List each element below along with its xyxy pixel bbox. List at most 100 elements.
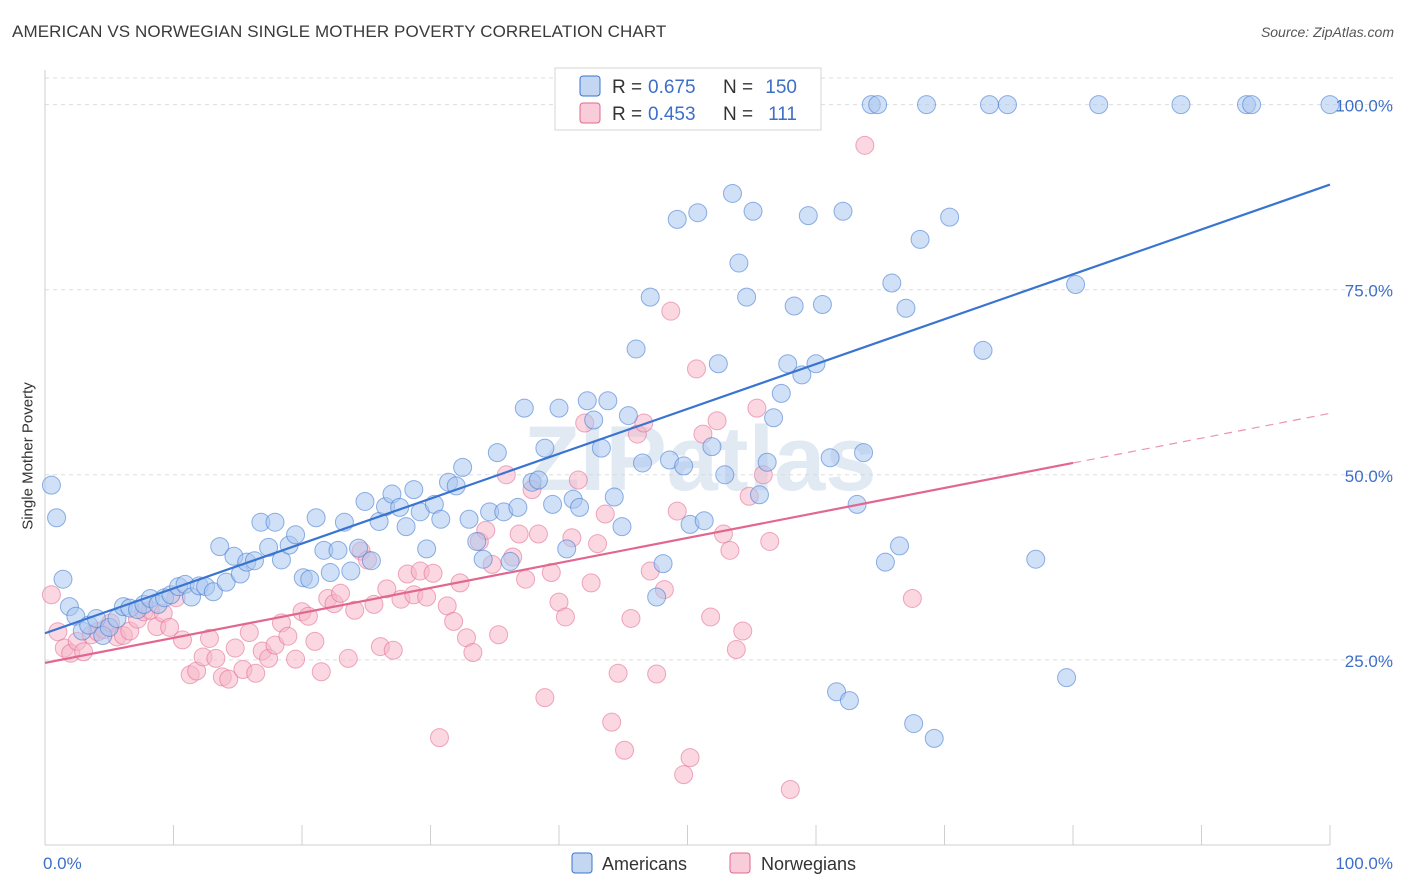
americans-point-105[interactable] — [764, 408, 784, 428]
americans-point-123[interactable] — [890, 536, 910, 556]
americans-point-26[interactable] — [216, 572, 236, 592]
norwegians-point-51[interactable] — [377, 579, 397, 599]
norwegians-point-46[interactable] — [345, 600, 365, 620]
americans-point-41[interactable] — [320, 563, 340, 583]
norwegians-point-37[interactable] — [286, 649, 306, 669]
americans-point-71[interactable] — [528, 470, 548, 490]
norwegians-point-101[interactable] — [707, 411, 727, 431]
americans-point-84[interactable] — [618, 406, 638, 426]
americans-point-42[interactable] — [328, 540, 348, 560]
americans-point-104[interactable] — [757, 452, 777, 472]
americans-point-62[interactable] — [467, 531, 487, 551]
americans-point-78[interactable] — [577, 391, 597, 411]
norwegians-point-75[interactable] — [535, 688, 555, 708]
norwegians-point-74[interactable] — [528, 524, 548, 544]
norwegians-point-98[interactable] — [686, 359, 706, 379]
americans-point-83[interactable] — [612, 517, 632, 537]
americans-point-99[interactable] — [722, 183, 742, 203]
norwegians-point-85[interactable] — [602, 712, 622, 732]
norwegians-point-102[interactable] — [713, 524, 733, 544]
americans-point-86[interactable] — [633, 453, 653, 473]
norwegians-point-64[interactable] — [463, 643, 483, 662]
americans-point-36[interactable] — [286, 525, 306, 545]
norwegians-point-30[interactable] — [239, 623, 259, 643]
americans-point-98[interactable] — [715, 465, 735, 485]
americans-point-120[interactable] — [868, 95, 888, 115]
norwegians-point-28[interactable] — [225, 638, 245, 658]
americans-point-60[interactable] — [453, 457, 473, 477]
norwegians-point-96[interactable] — [674, 765, 694, 785]
americans-point-0[interactable] — [41, 475, 61, 495]
americans-point-77[interactable] — [570, 497, 590, 517]
norwegians-point-103[interactable] — [720, 540, 740, 560]
americans-point-68[interactable] — [508, 497, 528, 517]
americans-point-106[interactable] — [771, 383, 791, 403]
americans-point-96[interactable] — [702, 437, 722, 457]
americans-point-89[interactable] — [653, 554, 673, 574]
americans-point-61[interactable] — [459, 509, 479, 529]
norwegians-point-18[interactable] — [160, 617, 180, 637]
americans-point-127[interactable] — [917, 95, 937, 115]
americans-point-85[interactable] — [626, 339, 646, 359]
americans-point-57[interactable] — [431, 509, 451, 529]
americans-point-52[interactable] — [396, 517, 416, 537]
americans-point-126[interactable] — [910, 229, 930, 249]
americans-point-32[interactable] — [259, 537, 279, 557]
americans-point-128[interactable] — [924, 728, 944, 748]
americans-point-133[interactable] — [1026, 549, 1046, 569]
americans-point-2[interactable] — [53, 569, 73, 589]
norwegians-point-88[interactable] — [621, 608, 641, 628]
norwegians-point-68[interactable] — [489, 625, 509, 645]
americans-point-46[interactable] — [355, 491, 375, 511]
americans-point-44[interactable] — [341, 561, 361, 581]
americans-point-95[interactable] — [694, 511, 714, 531]
americans-point-115[interactable] — [833, 201, 853, 221]
americans-point-88[interactable] — [647, 587, 667, 607]
norwegians-point-24[interactable] — [199, 628, 219, 648]
americans-point-134[interactable] — [1057, 668, 1077, 688]
norwegians-point-112[interactable] — [902, 588, 922, 608]
norwegians-point-36[interactable] — [278, 626, 298, 646]
americans-point-75[interactable] — [557, 539, 577, 559]
norwegians-point-41[interactable] — [311, 662, 331, 682]
americans-point-108[interactable] — [784, 296, 804, 316]
americans-point-102[interactable] — [743, 201, 763, 221]
americans-point-110[interactable] — [798, 206, 818, 226]
americans-point-118[interactable] — [854, 443, 874, 463]
americans-point-24[interactable] — [203, 582, 223, 602]
americans-point-139[interactable] — [1242, 95, 1262, 115]
americans-point-116[interactable] — [839, 691, 859, 711]
americans-point-33[interactable] — [265, 512, 285, 532]
norwegians-point-59[interactable] — [429, 728, 449, 748]
americans-point-79[interactable] — [584, 410, 604, 430]
norwegians-point-0[interactable] — [41, 585, 61, 605]
americans-point-72[interactable] — [535, 438, 555, 458]
americans-point-92[interactable] — [674, 456, 694, 476]
norwegians-point-5[interactable] — [74, 642, 94, 662]
norwegians-point-90[interactable] — [634, 413, 654, 433]
norwegians-point-25[interactable] — [206, 648, 226, 668]
norwegians-point-45[interactable] — [338, 648, 358, 668]
americans-point-67[interactable] — [500, 551, 520, 571]
norwegians-point-84[interactable] — [595, 504, 615, 524]
norwegians-point-92[interactable] — [647, 664, 667, 684]
americans-point-38[interactable] — [300, 569, 320, 589]
americans-point-129[interactable] — [940, 207, 960, 227]
americans-point-136[interactable] — [1089, 95, 1109, 115]
americans-point-1[interactable] — [47, 508, 67, 528]
americans-point-74[interactable] — [549, 398, 569, 418]
norwegians-point-107[interactable] — [747, 398, 767, 418]
americans-point-91[interactable] — [667, 209, 687, 229]
norwegians-point-31[interactable] — [246, 663, 266, 683]
americans-point-100[interactable] — [729, 253, 749, 273]
norwegians-point-52[interactable] — [383, 640, 403, 660]
americans-point-124[interactable] — [896, 298, 916, 318]
norwegians-point-80[interactable] — [568, 470, 588, 490]
americans-point-55[interactable] — [417, 539, 437, 559]
americans-point-53[interactable] — [404, 480, 424, 500]
americans-point-122[interactable] — [882, 273, 902, 293]
americans-point-47[interactable] — [361, 551, 381, 571]
americans-point-87[interactable] — [640, 287, 660, 307]
norwegians-point-78[interactable] — [555, 607, 575, 627]
norwegians-point-109[interactable] — [760, 531, 780, 551]
